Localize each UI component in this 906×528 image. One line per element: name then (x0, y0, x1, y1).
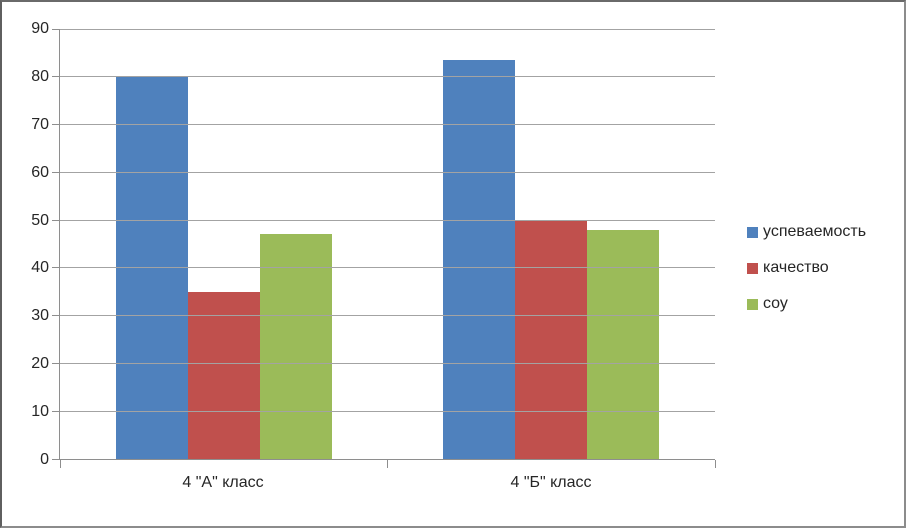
gridline-10 (60, 410, 715, 412)
x-tick-0 (59, 460, 61, 468)
y-tick-70 (52, 124, 60, 126)
legend-swatch-качество (747, 262, 758, 274)
bar-group-1 (60, 29, 388, 459)
legend-label-успеваемость: успеваемость (763, 223, 867, 240)
y-tick-20 (52, 362, 60, 364)
y-axis-label-60: 60 (31, 163, 49, 181)
y-tick-50 (52, 219, 60, 221)
gridline-80 (60, 76, 715, 78)
legend: успеваемость качество соу (747, 223, 867, 334)
y-axis-label-0: 0 (40, 451, 49, 468)
legend-item-соу: соу (747, 295, 866, 312)
y-tick-0 (52, 458, 60, 460)
bar-соу-1 (259, 234, 332, 459)
y-axis-label-70: 70 (31, 115, 49, 133)
legend-label-качество: качество (763, 259, 829, 276)
gridline-90 (60, 28, 715, 30)
y-axis: 0 10 20 30 40 50 60 70 80 90 (2, 21, 49, 468)
legend-swatch-соу (747, 298, 758, 310)
x-axis-labels: 4 "А" класс 4 "Б" класс (59, 470, 715, 496)
category-label-2: 4 "Б" класс (510, 474, 592, 491)
gridline-30 (60, 315, 715, 317)
legend-label-соу: соу (763, 295, 788, 312)
y-tick-40 (52, 267, 60, 269)
legend-item-успеваемость: успеваемость (747, 223, 867, 240)
legend-swatch-успеваемость (747, 226, 758, 238)
gridline-60 (60, 171, 715, 173)
y-axis-label-30: 30 (31, 307, 49, 325)
bar-качество-2 (515, 220, 588, 459)
legend-item-качество: качество (747, 259, 866, 276)
x-tick-2 (714, 460, 716, 468)
bar-group-2 (388, 29, 716, 459)
y-axis-label-20: 20 (31, 355, 49, 373)
gridline-70 (60, 124, 715, 126)
category-label-1: 4 "А" класс (182, 474, 264, 491)
gridline-40 (60, 267, 715, 269)
bar-соу-2 (587, 229, 660, 459)
y-axis-label-50: 50 (31, 211, 49, 229)
plot-area (52, 28, 716, 468)
y-axis-label-80: 80 (31, 67, 49, 85)
y-axis-label-90: 90 (31, 20, 49, 37)
y-axis-label-40: 40 (31, 259, 49, 277)
y-tick-10 (52, 410, 60, 412)
bar-groups (60, 29, 715, 459)
y-tick-30 (52, 315, 60, 317)
bar-качество-1 (187, 291, 260, 459)
bar-успеваемость-2 (443, 60, 516, 459)
gridline-50 (60, 219, 715, 221)
y-tick-80 (52, 76, 60, 78)
y-axis-label-10: 10 (31, 403, 49, 421)
x-tick-1 (387, 460, 388, 468)
y-tick-60 (52, 171, 60, 173)
y-tick-90 (52, 28, 60, 30)
gridline-20 (60, 362, 715, 364)
